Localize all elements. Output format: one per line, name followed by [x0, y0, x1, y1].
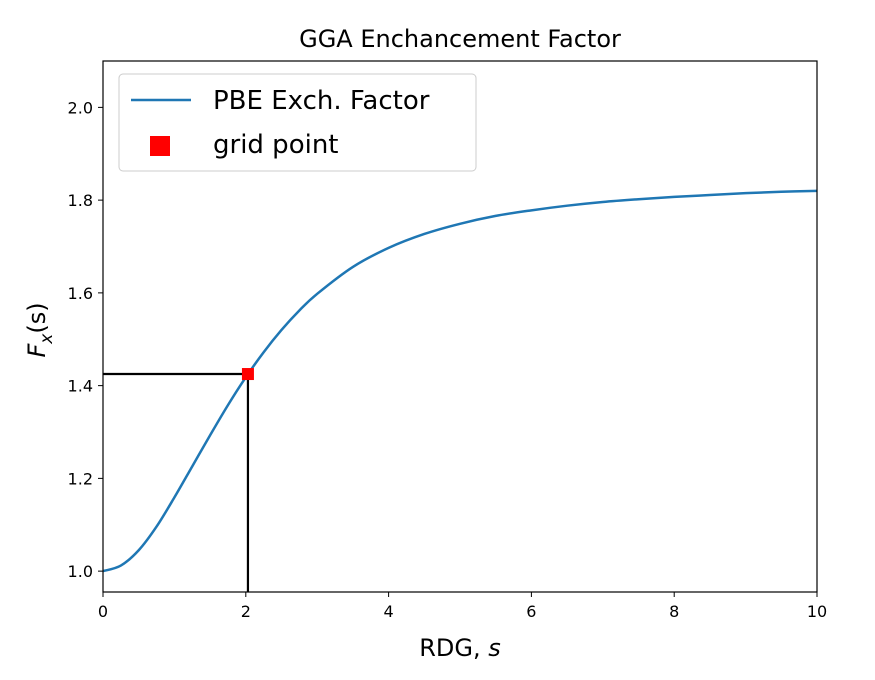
y-tick-label: 1.2 [68, 469, 93, 488]
y-axis-label-sub: x [37, 333, 57, 345]
x-tick-label: 4 [384, 602, 394, 621]
plot-area [102, 60, 818, 593]
axes-frame [102, 60, 818, 593]
legend-label-series: PBE Exch. Factor [213, 86, 430, 116]
series-line-0 [103, 189, 817, 573]
y-tick-label: 1.8 [68, 191, 93, 210]
y-tick-label: 2.0 [68, 98, 93, 117]
y-tick-label: 1.6 [68, 284, 93, 303]
x-tick-label: 10 [807, 602, 827, 621]
x-axis-label: RDG, s [419, 634, 501, 662]
x-tick-label: 8 [669, 602, 679, 621]
y-tick-label: 1.4 [68, 377, 93, 396]
y-axis-label: Fx(s) [23, 302, 57, 357]
x-axis-label-main: RDG, [419, 634, 488, 662]
y-axis-label-f: F [23, 343, 51, 358]
x-axis: 0 2 4 6 8 10 [98, 592, 827, 621]
x-tick-label: 2 [241, 602, 251, 621]
y-axis: 1.0 1.2 1.4 1.6 1.8 2.0 [68, 98, 103, 581]
y-tick-label: 1.0 [68, 562, 93, 581]
grid-point-marker-0 [241, 368, 254, 381]
x-tick-label: 0 [98, 602, 108, 621]
chart-title: GGA Enchancement Factor [299, 25, 621, 53]
legend: PBE Exch. Factor grid point [118, 73, 477, 172]
y-axis-label-paren: (s) [23, 302, 51, 333]
legend-label-marker: grid point [213, 130, 339, 160]
legend-box [118, 73, 477, 172]
x-axis-label-var: s [488, 634, 501, 662]
x-tick-label: 6 [526, 602, 536, 621]
legend-marker-swatch [150, 136, 170, 156]
